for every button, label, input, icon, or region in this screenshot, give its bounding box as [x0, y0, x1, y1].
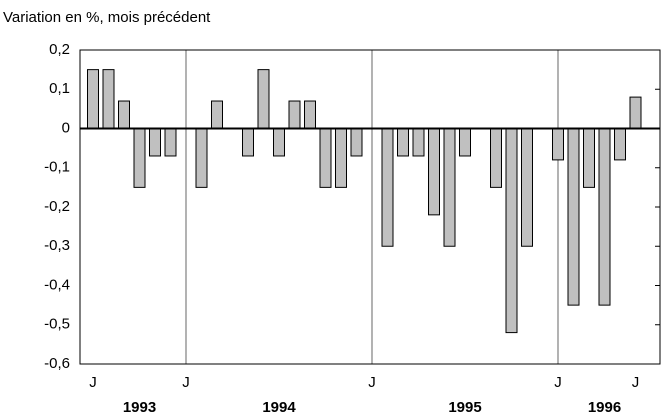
- bar: [319, 128, 332, 188]
- bar: [242, 128, 254, 157]
- bar: [257, 69, 270, 129]
- bar: [443, 128, 456, 247]
- bar: [397, 128, 409, 157]
- year-label: 1995: [448, 399, 481, 416]
- bar: [567, 128, 580, 306]
- y-tick-label: 0,2: [49, 41, 70, 58]
- bar: [335, 128, 347, 188]
- bar: [521, 128, 533, 247]
- bar: [598, 128, 611, 306]
- bar: [288, 100, 301, 130]
- bar: [211, 100, 223, 130]
- y-tick-label: -0,3: [44, 237, 70, 254]
- x-tick-label: J: [554, 374, 562, 391]
- bar: [273, 128, 285, 157]
- x-tick-label: J: [632, 374, 640, 391]
- year-label: 1994: [262, 399, 296, 416]
- bar: [412, 128, 425, 157]
- bar: [87, 69, 99, 129]
- bar: [490, 128, 502, 188]
- bar: [428, 128, 440, 216]
- bar: [350, 128, 363, 157]
- bar: [133, 128, 146, 188]
- bar: [149, 128, 161, 157]
- x-tick-label: J: [368, 374, 376, 391]
- year-label: 1996: [588, 399, 621, 416]
- bar: [614, 128, 626, 161]
- bar: [381, 128, 394, 247]
- y-tick-label: -0,1: [44, 159, 70, 176]
- y-tick-label: 0,1: [49, 80, 70, 97]
- bar: [459, 128, 471, 157]
- y-tick-label: -0,4: [44, 276, 70, 293]
- y-tick-label: 0: [62, 119, 70, 136]
- bar: [304, 100, 316, 130]
- bar: [118, 100, 130, 130]
- bar: [629, 96, 642, 129]
- y-tick-label: -0,6: [44, 355, 70, 372]
- bar: [583, 128, 595, 188]
- bar: [195, 128, 208, 188]
- chart-title: Variation en %, mois précédent: [3, 9, 211, 26]
- y-tick-label: -0,2: [44, 198, 70, 215]
- x-tick-label: J: [182, 374, 190, 391]
- bar: [505, 128, 518, 334]
- x-tick-label: J: [89, 374, 97, 391]
- bar: [552, 128, 564, 161]
- year-label: 1993: [123, 399, 156, 416]
- bar: [102, 69, 115, 129]
- y-tick-label: -0,5: [44, 316, 70, 333]
- bar: [164, 128, 177, 157]
